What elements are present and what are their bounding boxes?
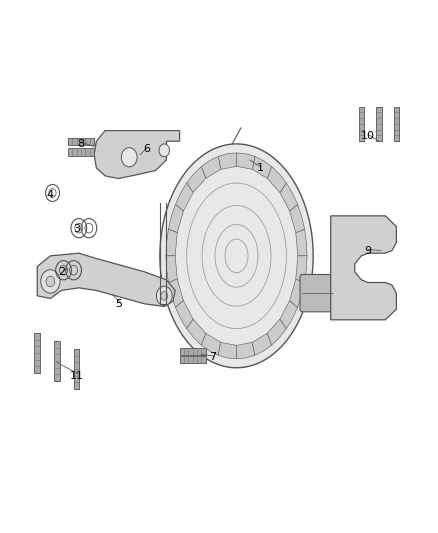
Polygon shape — [166, 229, 177, 256]
Polygon shape — [180, 349, 206, 355]
Polygon shape — [267, 319, 286, 345]
Text: 3: 3 — [73, 224, 80, 234]
Polygon shape — [176, 301, 193, 329]
Polygon shape — [296, 229, 307, 256]
Polygon shape — [37, 253, 175, 306]
Polygon shape — [180, 356, 206, 364]
Polygon shape — [393, 107, 399, 141]
Polygon shape — [290, 279, 305, 308]
Text: 2: 2 — [58, 267, 65, 277]
Circle shape — [161, 292, 168, 300]
FancyBboxPatch shape — [300, 274, 335, 312]
Text: 9: 9 — [364, 246, 371, 255]
Text: 7: 7 — [209, 352, 216, 362]
Polygon shape — [201, 333, 221, 356]
Circle shape — [46, 276, 55, 287]
Polygon shape — [68, 148, 94, 156]
Polygon shape — [267, 167, 286, 192]
Text: 10: 10 — [361, 131, 375, 141]
Polygon shape — [187, 167, 206, 192]
Circle shape — [41, 270, 60, 293]
Polygon shape — [237, 153, 255, 169]
Polygon shape — [296, 256, 307, 282]
Polygon shape — [54, 341, 60, 381]
Polygon shape — [168, 279, 184, 308]
Text: 4: 4 — [47, 190, 54, 199]
Circle shape — [156, 286, 172, 305]
Text: 11: 11 — [70, 371, 84, 381]
Circle shape — [159, 144, 170, 157]
Text: 5: 5 — [115, 299, 122, 309]
Text: 1: 1 — [257, 163, 264, 173]
Polygon shape — [160, 144, 313, 368]
Polygon shape — [252, 156, 272, 179]
Polygon shape — [34, 333, 40, 373]
Polygon shape — [237, 342, 255, 359]
Polygon shape — [280, 301, 297, 329]
Polygon shape — [68, 138, 94, 145]
Polygon shape — [218, 153, 237, 169]
Polygon shape — [280, 183, 297, 211]
Polygon shape — [176, 183, 193, 211]
Polygon shape — [74, 349, 80, 389]
Polygon shape — [331, 216, 396, 320]
Polygon shape — [252, 333, 272, 356]
Polygon shape — [168, 204, 184, 233]
Polygon shape — [94, 131, 180, 179]
Polygon shape — [358, 107, 364, 141]
Polygon shape — [290, 204, 305, 233]
Text: 6: 6 — [143, 144, 150, 154]
Circle shape — [121, 148, 137, 167]
Polygon shape — [376, 107, 381, 141]
Polygon shape — [201, 156, 221, 179]
Polygon shape — [166, 256, 177, 282]
Text: 8: 8 — [78, 139, 85, 149]
Polygon shape — [218, 342, 237, 359]
Polygon shape — [187, 319, 206, 345]
